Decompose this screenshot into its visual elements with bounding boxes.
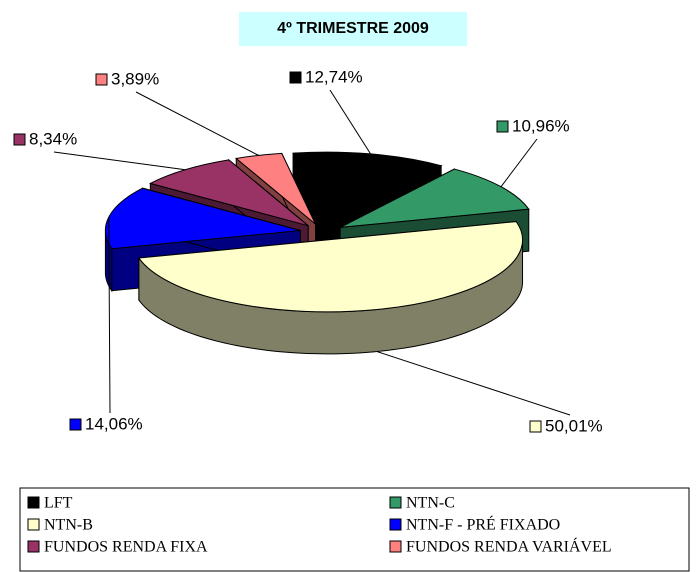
leader-line: [135, 91, 259, 156]
legend-label: FUNDOS RENDA FIXA: [44, 539, 208, 556]
label-swatch: [69, 418, 82, 431]
legend-label: NTN-C: [406, 495, 455, 512]
data-label: 3,89%: [111, 69, 159, 88]
legend-swatch: [27, 540, 40, 553]
label-swatch: [13, 133, 26, 146]
data-label: 14,06%: [85, 414, 143, 433]
slice-top: [235, 152, 317, 225]
leader-line: [376, 351, 571, 416]
legend-swatch: [27, 518, 40, 531]
legend-label: NTN-B: [44, 517, 93, 534]
legend-swatch: [27, 496, 40, 509]
legend-swatch: [389, 540, 402, 553]
legend-swatch: [389, 518, 402, 531]
pie: [104, 151, 530, 355]
label-swatch: [529, 420, 542, 433]
legend-swatch: [389, 496, 402, 509]
slice: [137, 221, 524, 355]
legend-box: [19, 487, 690, 572]
leader-line: [108, 217, 111, 414]
leader-line: [53, 151, 186, 171]
data-label: 12,74%: [305, 67, 363, 86]
leader-line: [329, 89, 371, 155]
legend-label: NTN-F - PRÉ FIXADO: [406, 515, 560, 534]
data-label: 8,34%: [29, 129, 77, 148]
labels: 12,74% 10,96% 50,01% 14,06% 8,34% 3,89%: [13, 67, 603, 435]
data-label: 50,01%: [545, 416, 603, 435]
leader-line: [500, 138, 538, 188]
slice-top: [148, 159, 309, 227]
legend-label: FUNDOS RENDA VARIÁVEL: [406, 537, 612, 556]
data-label: 10,96%: [512, 116, 570, 135]
chart-title: 4º TRIMESTRE 2009: [277, 20, 429, 37]
label-swatch: [95, 73, 108, 86]
label-swatch: [496, 120, 509, 133]
label-swatch: [289, 71, 302, 84]
slice-top: [137, 221, 524, 313]
title-box: [239, 12, 467, 46]
legend-label: LFT: [44, 495, 73, 512]
legend: LFT NTN-C NTN-B NTN-F - PRÉ FIXADO FUNDOS RE…: [27, 495, 612, 556]
